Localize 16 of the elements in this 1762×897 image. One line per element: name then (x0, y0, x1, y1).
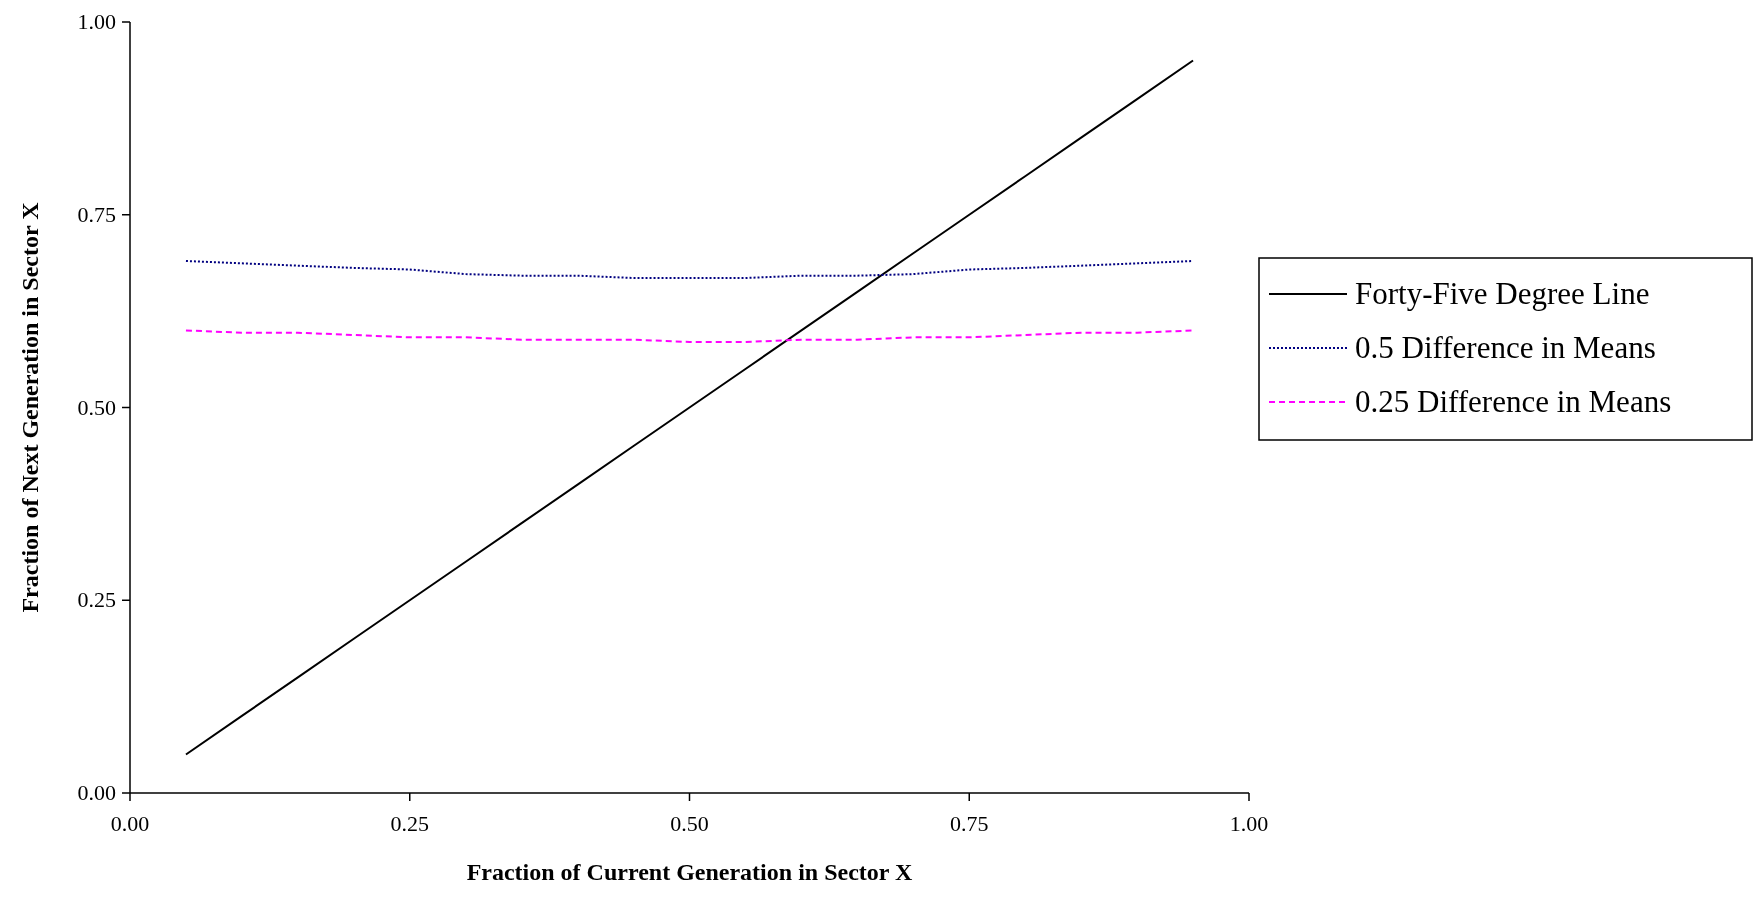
x-tick-label: 1.00 (1229, 811, 1269, 836)
legend-label: 0.5 Difference in Means (1355, 330, 1656, 365)
x-tick-label: 0.50 (670, 811, 709, 836)
legend-label: Forty-Five Degree Line (1355, 276, 1650, 311)
x-tick-label: 0.00 (110, 811, 150, 836)
x-tick-label: 0.25 (390, 811, 429, 836)
y-tick-label: 1.00 (77, 9, 116, 34)
line-series (184, 59, 1195, 756)
y-tick-label: 0.00 (77, 780, 116, 805)
y-axis-title: Fraction of Next Generation in Sector X (17, 201, 43, 613)
x-tick-label: 0.75 (950, 811, 989, 836)
legend-label: 0.25 Difference in Means (1355, 384, 1672, 419)
y-tick-label: 0.25 (77, 587, 116, 613)
y-tick-label: 0.75 (77, 201, 116, 227)
y-tick-label: 0.50 (77, 394, 116, 420)
x-axis-title: Fraction of Current Generation in Sector X (466, 859, 914, 885)
